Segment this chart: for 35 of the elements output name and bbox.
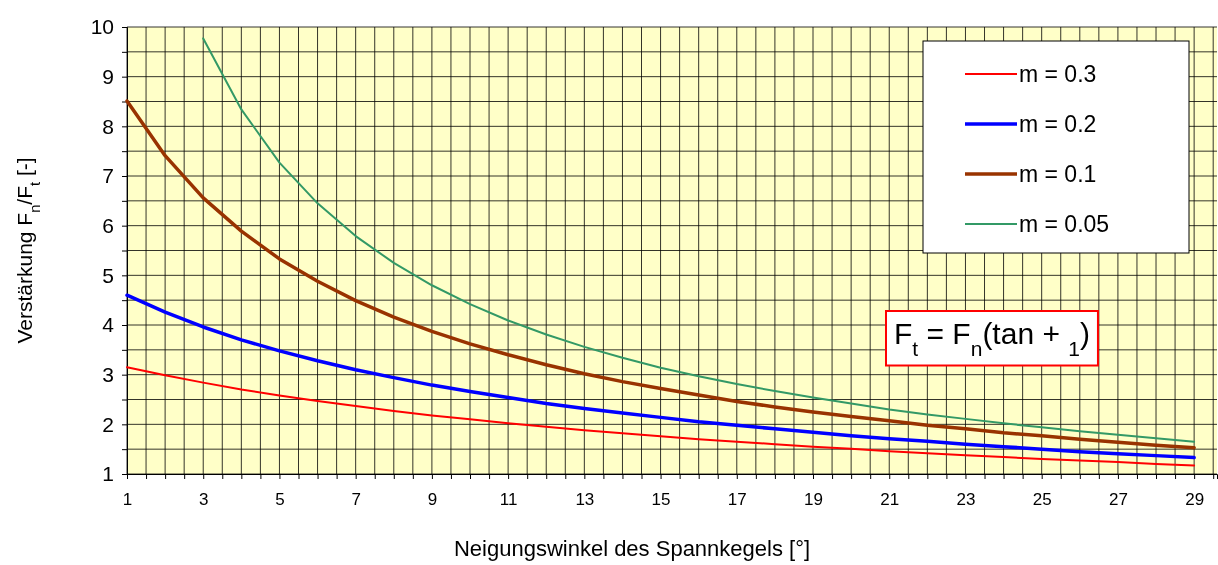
x-tick-label: 23 [956,490,976,510]
line-series [125,293,1196,460]
y-tick-label: 10 [90,15,114,39]
y-tick-label: 2 [102,412,114,436]
annotation: F$_{t}$ = F$_{n}$(tan + $_{1}$) [894,317,1090,360]
x-tick-label: 19 [804,490,823,510]
x-tick-label: 15 [651,490,671,510]
x-tick-label: 5 [275,490,285,510]
x-tick-label: 25 [1032,490,1052,510]
x-tick-label: 29 [1185,490,1205,510]
x-tick-label: 7 [351,490,361,510]
legend-label: m = 0.2 [1019,111,1097,137]
y-tick-label: 7 [102,164,114,188]
x-tick-label: 11 [499,490,518,510]
x-tick-label: 1 [122,490,133,510]
x-tick-label: 27 [1108,490,1128,510]
line-series [202,37,1196,443]
x-tick-label: 17 [727,490,747,510]
legend-label: m = 0.3 [1019,61,1097,87]
x-tick-label: 13 [575,490,595,510]
line-series [125,99,1196,450]
x-tick-label: 21 [880,490,900,510]
y-tick-label: 6 [102,213,114,237]
y-tick-label: 5 [102,263,114,287]
x-tick-label: 3 [198,490,209,510]
line-series [126,366,1196,467]
y-tick-label: 8 [102,114,114,138]
y-tick-label: 1 [102,462,114,486]
legend-label: m = 0.05 [1019,211,1110,237]
x-axis-title: Neigungswinkel des Spannkegels [°] [453,536,811,561]
y-tick-label: 4 [102,313,115,337]
y-tick-label: 9 [102,64,114,88]
y-tick-label: 3 [102,362,114,386]
x-tick-label: 9 [427,490,438,510]
legend-label: m = 0.1 [1019,161,1097,187]
